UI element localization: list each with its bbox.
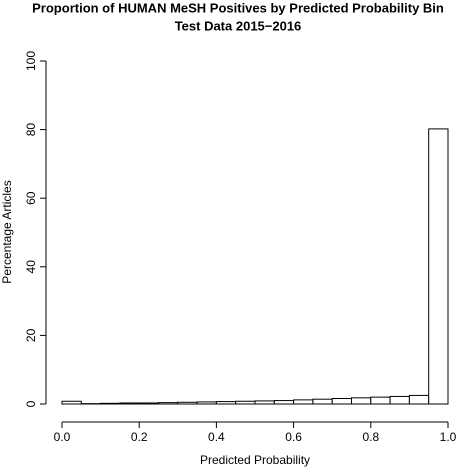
bar <box>408 394 430 405</box>
bar <box>428 128 449 405</box>
chart-title: Proportion of HUMAN MeSH Positives by Pr… <box>32 0 444 15</box>
bar <box>293 399 314 405</box>
chart-subtitle: Test Data 2015−2016 <box>175 18 302 33</box>
bar <box>235 400 256 405</box>
x-tick-label: 0.2 <box>131 430 148 444</box>
x-tick-label: 0.6 <box>285 430 302 444</box>
bar <box>254 400 275 405</box>
bar <box>119 402 140 405</box>
x-tick-label: 0.0 <box>54 430 71 444</box>
bar <box>215 401 237 405</box>
bar <box>331 398 353 405</box>
y-tick-label: 100 <box>24 51 38 71</box>
bar <box>273 400 295 405</box>
bar <box>100 402 121 405</box>
x-axis-label: Predicted Probability <box>200 453 310 467</box>
bar <box>389 395 410 405</box>
bar <box>138 402 159 405</box>
y-tick-label: 60 <box>24 191 38 205</box>
x-tick-label: 0.8 <box>362 430 379 444</box>
bar <box>370 396 391 405</box>
x-tick-label: 1.0 <box>440 430 457 444</box>
y-tick-label: 80 <box>24 123 38 137</box>
y-axis-label: Percentage Articles <box>0 180 14 283</box>
bar <box>61 400 82 405</box>
y-tick-label: 0 <box>24 400 38 407</box>
x-tick-label: 0.4 <box>208 430 225 444</box>
bar <box>177 401 198 405</box>
bar <box>196 401 217 405</box>
bar <box>351 397 372 405</box>
bar <box>158 402 179 405</box>
bar <box>312 398 333 405</box>
y-tick-label: 20 <box>24 328 38 342</box>
y-tick-label: 40 <box>24 260 38 274</box>
